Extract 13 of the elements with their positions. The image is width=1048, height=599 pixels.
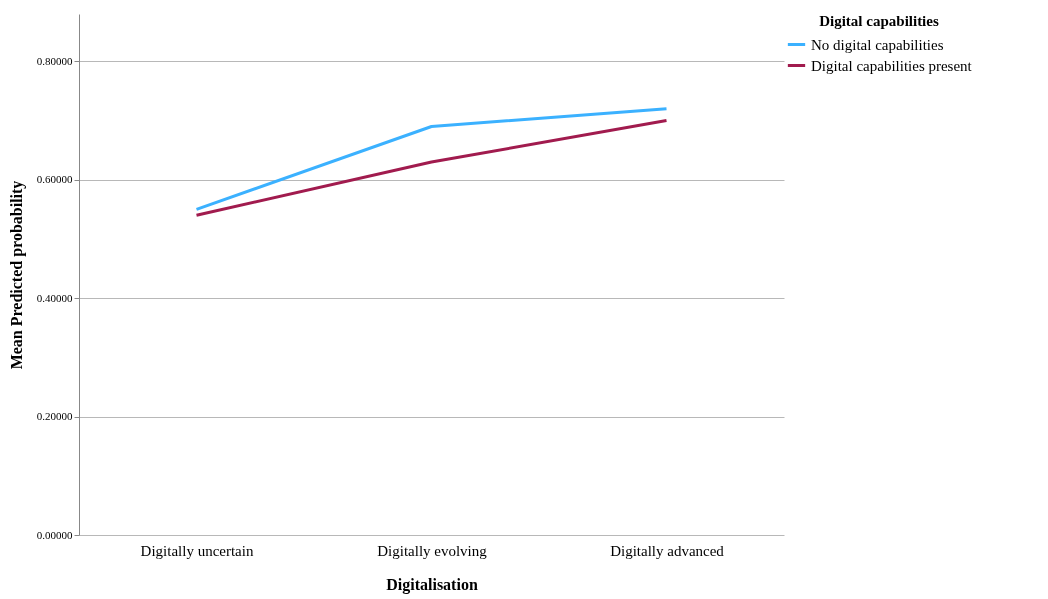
y-tick-label: 0.60000 [36,173,73,186]
y-axis-title: Mean Predicted probability [7,180,26,370]
legend-title: Digital capabilities [819,13,939,29]
legend-label: No digital capabilities [811,36,944,53]
y-tick-label: 0.20000 [36,410,73,423]
legend-label: Digital capabilities present [811,57,973,74]
y-tick-label: 0.00000 [36,528,73,541]
x-tick-label: Digitally uncertain [140,542,254,559]
x-axis-title: Digitalisation [386,575,478,594]
y-tick-label: 0.80000 [36,54,73,67]
x-tick-label: Digitally advanced [610,542,725,559]
x-tick-label: Digitally evolving [377,542,488,559]
y-tick-label: 0.40000 [36,291,73,304]
